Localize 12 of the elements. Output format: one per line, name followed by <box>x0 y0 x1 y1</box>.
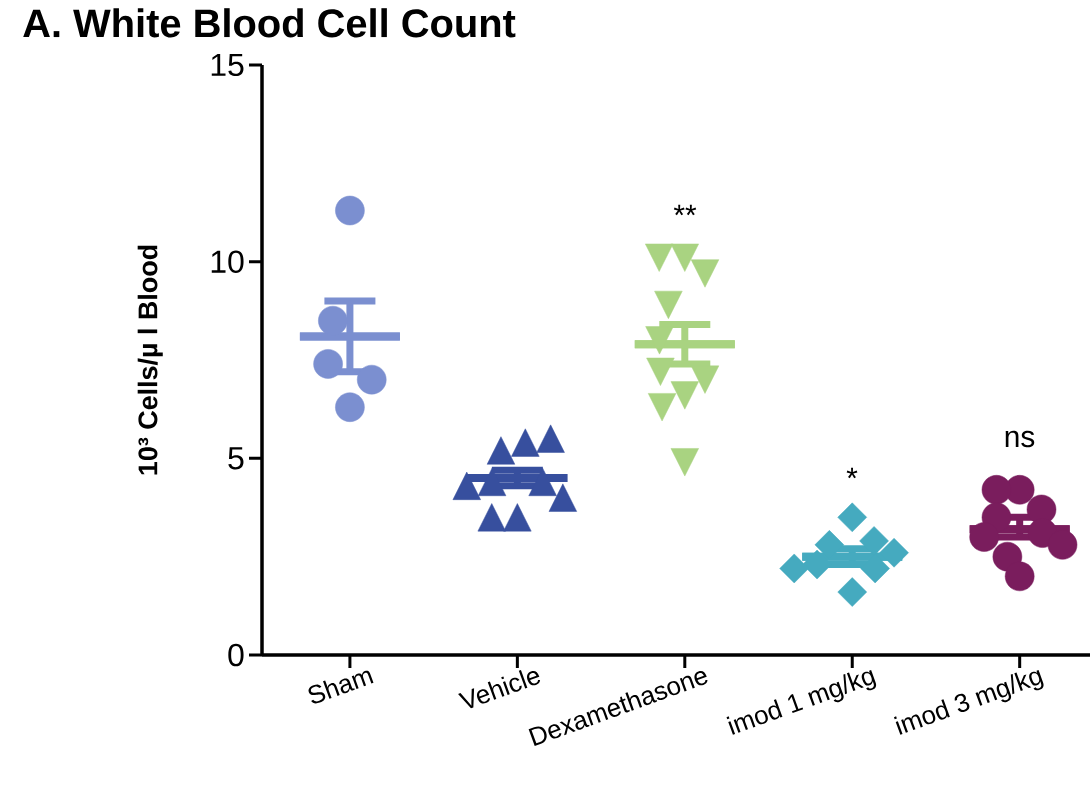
x-tick-label: imod 1 mg/kg <box>726 669 877 735</box>
y-tick-label: 0 <box>228 643 244 667</box>
annotation: * <box>846 467 858 479</box>
y-tick-label: 5 <box>228 447 244 470</box>
y-axis-title: 10³ Cells/µ l Blood <box>137 245 163 475</box>
chart-title: A. White Blood Cell Count <box>23 8 516 38</box>
annotation: ns <box>1005 430 1035 448</box>
y-tick-label: 15 <box>211 53 244 77</box>
x-tick-label: Sham <box>308 670 374 704</box>
y-tick-label: 10 <box>211 250 244 273</box>
x-tick-label: imod 3 mg/kg <box>893 669 1044 735</box>
annotation: ** <box>673 204 697 216</box>
